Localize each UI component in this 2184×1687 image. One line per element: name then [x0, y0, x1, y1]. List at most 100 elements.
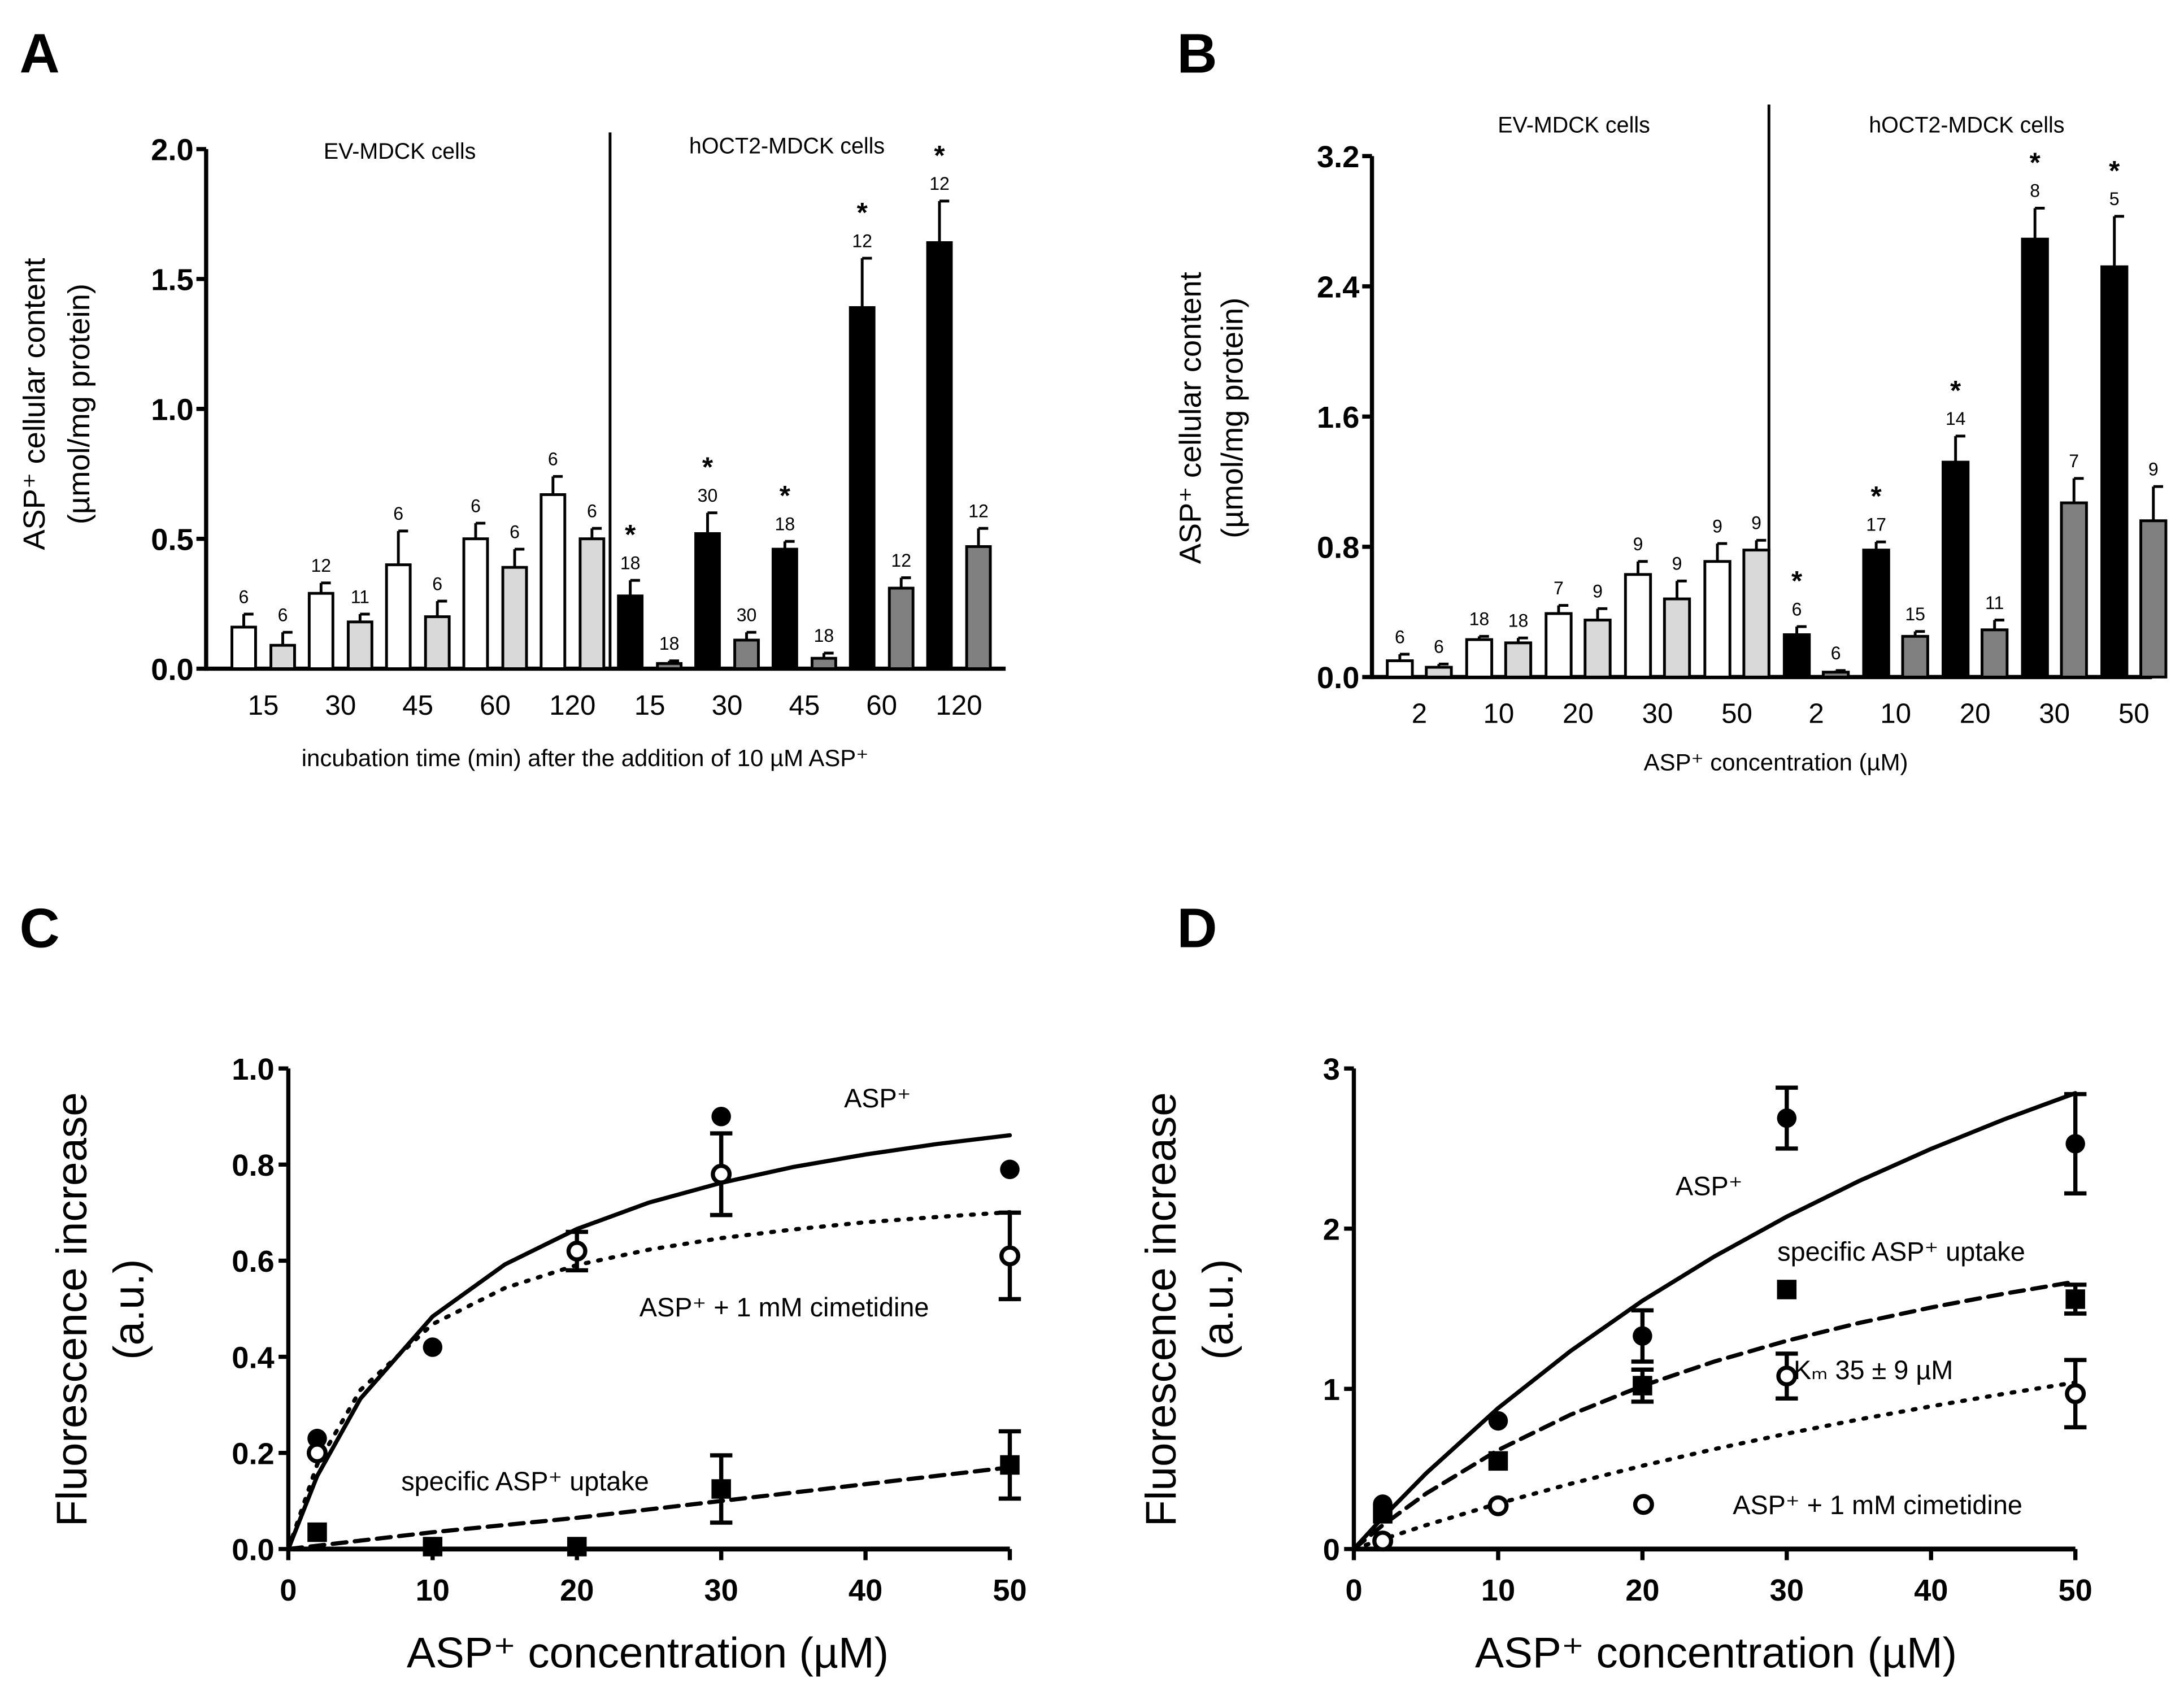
x-category-label: 2	[1412, 698, 1427, 729]
bar	[810, 656, 837, 671]
bar	[1583, 619, 1612, 679]
y-tick-label: 0.5	[151, 523, 193, 556]
bar	[2060, 501, 2088, 679]
bar	[965, 545, 992, 671]
significance-star: *	[2109, 155, 2120, 186]
y-tick-label: 1.0	[232, 1053, 274, 1086]
data-point-open-circle	[1372, 1531, 1394, 1552]
series-label: ASP⁺ + 1 mM cimetidine	[639, 1293, 929, 1322]
sample-size-label: 7	[1554, 578, 1564, 598]
x-tick-label: 20	[560, 1573, 594, 1607]
x-category-label: 30	[1642, 698, 1673, 729]
sample-size-label: 11	[1985, 593, 2004, 613]
bar	[926, 241, 953, 671]
y-tick-label: 0	[1323, 1533, 1340, 1567]
bar	[2139, 519, 2168, 679]
sample-size-label: 18	[775, 514, 795, 534]
sample-size-label: 9	[1672, 554, 1682, 574]
bar	[2100, 265, 2129, 679]
fit-curve-dotted	[1351, 1380, 2078, 1551]
km-annotation: Kₘ 35 ± 9 µM	[1794, 1355, 1953, 1385]
bar	[617, 594, 644, 671]
y-axis-title: Fluorescence increase	[48, 1092, 96, 1527]
bar	[1821, 671, 1850, 679]
sample-size-label: 6	[1395, 627, 1405, 647]
panel-label-c: C	[20, 897, 60, 959]
panel-label-d: D	[1177, 897, 1217, 959]
sample-size-label: 12	[929, 173, 950, 194]
data-point-open-circle	[2065, 1383, 2086, 1405]
y-tick-label: 0.0	[232, 1533, 274, 1567]
sample-size-label: 6	[1831, 643, 1841, 663]
significance-star: *	[702, 452, 714, 483]
fit-curve-solid	[1351, 1091, 2078, 1551]
sample-size-label: 18	[814, 625, 834, 646]
fit-curve-dashed	[1351, 1279, 2078, 1551]
x-category-label: 20	[1960, 698, 1991, 729]
x-category-label: 50	[1721, 698, 1752, 729]
y-tick-label: 1.6	[1317, 401, 1359, 434]
data-point-filled-circle	[711, 1106, 731, 1127]
y-tick-label: 3	[1323, 1053, 1340, 1086]
bar	[694, 532, 721, 671]
y-tick-label: 0.8	[232, 1149, 274, 1182]
data-point-filled-square	[1488, 1451, 1508, 1471]
x-tick-label: 0	[280, 1573, 297, 1607]
bar	[771, 547, 798, 671]
x-tick-label: 50	[2059, 1573, 2092, 1607]
data-point-filled-square	[1373, 1504, 1393, 1524]
bar	[849, 306, 876, 671]
bar	[1703, 560, 1731, 679]
x-category-label: 30	[712, 690, 743, 721]
sample-size-label: 7	[2069, 451, 2079, 471]
series-label: ASP⁺ + 1 mM cimetidine	[1733, 1490, 2022, 1520]
group-label: hOCT2-MDCK cells	[1869, 112, 2064, 137]
sample-size-label: 6	[1434, 637, 1444, 657]
y-axis-title: ASP⁺ cellular content	[1173, 272, 1207, 564]
y-axis-title: Fluorescence increase	[1137, 1092, 1185, 1527]
y-tick-label: 1	[1323, 1373, 1340, 1407]
bar	[887, 586, 915, 671]
panel-label-b: B	[1177, 22, 1217, 84]
series-label: specific ASP⁺ uptake	[401, 1467, 649, 1496]
sample-size-label: 8	[2030, 181, 2040, 201]
significance-star: *	[2030, 147, 2041, 178]
x-tick-label: 30	[704, 1573, 738, 1607]
sample-size-label: 6	[432, 573, 442, 594]
sample-size-label: 6	[548, 449, 558, 469]
data-point-filled-square	[2065, 1289, 2085, 1309]
bar	[230, 625, 257, 671]
x-tick-label: 20	[1625, 1573, 1659, 1607]
significance-star: *	[625, 519, 636, 550]
data-point-open-circle	[306, 1442, 328, 1464]
sample-size-label: 12	[891, 550, 911, 571]
data-point-filled-circle	[307, 1428, 327, 1449]
bar	[1941, 460, 1970, 679]
sample-size-label: 30	[698, 485, 718, 506]
bar	[1545, 612, 1573, 679]
x-category-label: 50	[2118, 698, 2150, 729]
sample-size-label: 12	[311, 555, 331, 576]
bar	[1901, 634, 1929, 679]
data-point-open-circle	[999, 1245, 1021, 1267]
x-category-label: 20	[1563, 698, 1594, 729]
y-tick-label: 2.4	[1317, 271, 1359, 305]
significance-star: *	[1791, 566, 1803, 597]
group-label: hOCT2-MDCK cells	[689, 133, 885, 158]
y-tick-label: 0.0	[1317, 661, 1359, 695]
bar	[656, 662, 683, 671]
series-label: ASP⁺	[844, 1084, 911, 1113]
x-category-label: 10	[1483, 698, 1515, 729]
x-category-label: 120	[549, 690, 595, 721]
y-axis-title: (a.u.)	[1194, 1259, 1242, 1360]
x-tick-label: 10	[416, 1573, 450, 1607]
sample-size-label: 6	[510, 521, 520, 542]
panel-a-bar-chart: 0.0 0.5 1.0 1.5 2.0 EV-MDCK cells 15 6 6 30 12 11 45…	[18, 132, 1006, 771]
x-category-label: 60	[480, 690, 511, 721]
y-tick-label: 1.0	[151, 393, 193, 427]
sample-size-label: 9	[1712, 516, 1722, 536]
sample-size-label: 6	[1792, 599, 1802, 619]
x-tick-label: 40	[849, 1573, 882, 1607]
x-category-label: 60	[866, 690, 897, 721]
y-tick-label: 2.0	[151, 133, 193, 167]
